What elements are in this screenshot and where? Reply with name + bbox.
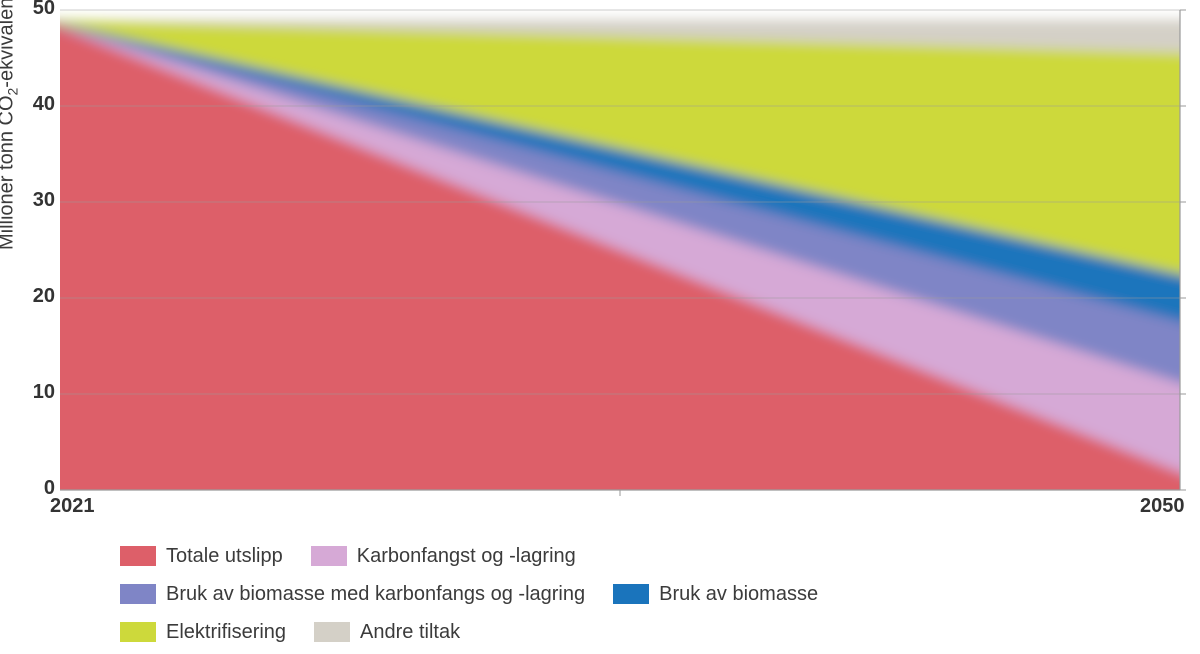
legend-item-beccs: Bruk av biomasse med karbonfangs og -lag… [120, 578, 585, 610]
legend-item-andre-tiltak: Andre tiltak [314, 616, 460, 648]
legend-label: Totale utslipp [166, 540, 283, 572]
chart-plot-svg [0, 0, 1200, 520]
legend-swatch [613, 584, 649, 604]
legend-item-biomasse: Bruk av biomasse [613, 578, 818, 610]
xtick-2021: 2021 [50, 495, 95, 518]
ytick-30: 30 [15, 189, 55, 212]
legend-item-karbonfangst: Karbonfangst og -lagring [311, 540, 576, 572]
ytick-40: 40 [15, 93, 55, 116]
y-axis-label: Millioner tonn CO2-ekvivalenter [0, 0, 21, 250]
legend-label: Elektrifisering [166, 616, 286, 648]
legend-swatch [314, 622, 350, 642]
legend-swatch [120, 622, 156, 642]
legend-item-totale-utslipp: Totale utslipp [120, 540, 283, 572]
legend-swatch [120, 546, 156, 566]
legend-label: Andre tiltak [360, 616, 460, 648]
legend-swatch [120, 584, 156, 604]
y-axis-label-text: Millioner tonn CO2-ekvivalenter [0, 0, 18, 250]
legend-label: Bruk av biomasse [659, 578, 818, 610]
legend-row: Elektrifisering Andre tiltak [120, 616, 1160, 648]
ytick-10: 10 [15, 381, 55, 404]
legend-item-elektrifisering: Elektrifisering [120, 616, 286, 648]
legend-label: Bruk av biomasse med karbonfangs og -lag… [166, 578, 585, 610]
legend-row: Bruk av biomasse med karbonfangs og -lag… [120, 578, 1160, 610]
ytick-50: 50 [15, 0, 55, 20]
legend-label: Karbonfangst og -lagring [357, 540, 576, 572]
ytick-0: 0 [15, 477, 55, 500]
emissions-area-chart: Millioner tonn CO2-ekvivalenter 50 40 30… [0, 0, 1200, 642]
ytick-20: 20 [15, 285, 55, 308]
legend-swatch [311, 546, 347, 566]
legend: Totale utslipp Karbonfangst og -lagring … [120, 540, 1160, 654]
legend-row: Totale utslipp Karbonfangst og -lagring [120, 540, 1160, 572]
xtick-2050: 2050 [1140, 495, 1185, 518]
